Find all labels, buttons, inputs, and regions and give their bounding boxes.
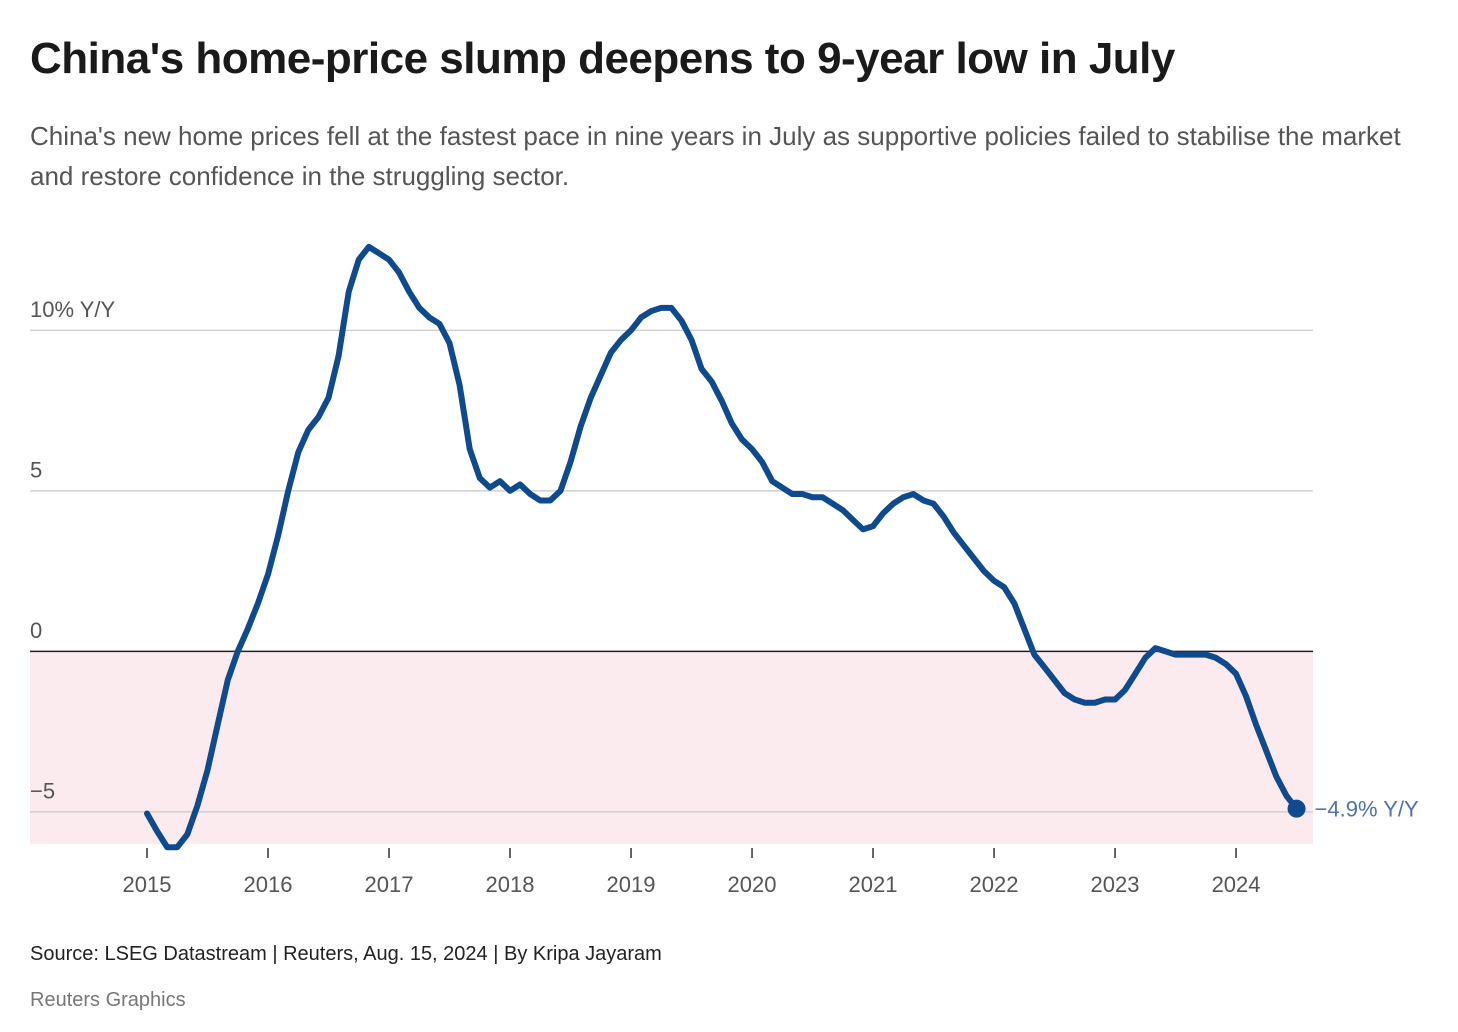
end-point (1287, 799, 1306, 818)
y-tick-label: 10% Y/Y (30, 297, 116, 322)
source-note: Source: LSEG Datastream | Reuters, Aug. … (30, 943, 662, 965)
x-tick-label: 2023 (1091, 872, 1140, 897)
x-tick-label: 2020 (728, 872, 777, 897)
y-tick-label: −5 (30, 779, 55, 804)
y-tick-label: 5 (30, 458, 42, 483)
x-tick-label: 2019 (607, 872, 656, 897)
x-tick-label: 2016 (244, 872, 293, 897)
negative-region (30, 651, 1313, 844)
x-tick-label: 2017 (365, 872, 414, 897)
x-tick-label: 2022 (970, 872, 1019, 897)
credit-note: Reuters Graphics (30, 989, 186, 1011)
y-tick-label: 0 (30, 618, 42, 643)
chart-subtitle: China's new home prices fell at the fast… (30, 121, 1401, 191)
x-tick-label: 2024 (1212, 872, 1261, 897)
chart-title: China's home-price slump deepens to 9-ye… (30, 34, 1175, 83)
chart: −5 0 5 10% Y/Y 2015 2016 2017 2018 2019 2020 2021 2… (30, 243, 1419, 897)
x-tick-label: 2015 (123, 872, 172, 897)
data-line (144, 243, 1300, 851)
x-tick-label: 2021 (849, 872, 898, 897)
value-label: −4.9% Y/Y (1315, 796, 1419, 821)
x-tick-label: 2018 (486, 872, 535, 897)
